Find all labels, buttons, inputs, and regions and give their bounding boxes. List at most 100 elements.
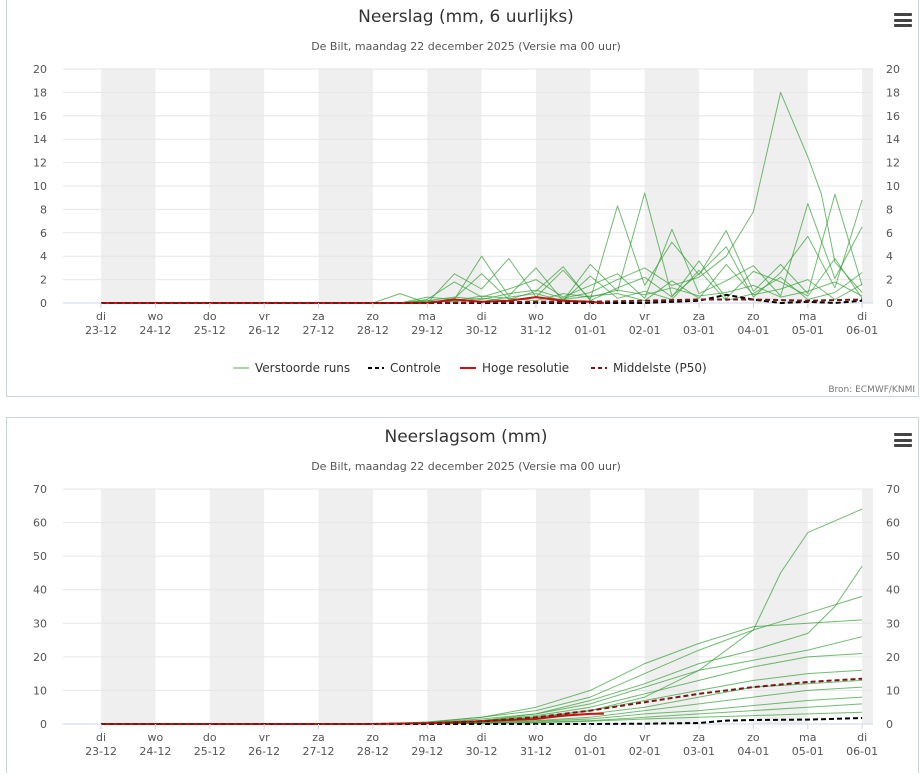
legend-item-ensemble[interactable]: Verstoorde runs	[233, 361, 350, 375]
y-tick-label-right: 20	[886, 63, 900, 76]
x-tick-day: za	[693, 310, 706, 323]
y-tick-label-right: 50	[886, 550, 900, 563]
y-tick-label-left: 60	[33, 517, 47, 530]
x-tick-date: 30-12	[466, 745, 498, 758]
series-line-median[interactable]	[101, 677, 863, 725]
x-tick-day: zo	[747, 310, 760, 323]
x-tick-day: di	[96, 731, 106, 744]
y-tick-label-left: 18	[33, 86, 47, 99]
x-tick-date: 01-01	[574, 745, 606, 758]
legend-item-highres[interactable]: Hoge resolutie	[460, 361, 569, 375]
x-tick-day: za	[312, 310, 325, 323]
y-tick-label-left: 0	[40, 718, 47, 731]
x-tick-date: 25-12	[194, 324, 226, 337]
x-tick-date: 23-12	[85, 745, 117, 758]
y-tick-label-right: 0	[886, 297, 893, 310]
chart-menu-button[interactable]	[894, 433, 912, 447]
series-line-control[interactable]	[101, 717, 863, 725]
y-tick-label-right: 16	[886, 110, 900, 123]
day-band	[535, 489, 591, 724]
y-tick-label-left: 50	[33, 550, 47, 563]
x-tick-date: 24-12	[139, 745, 171, 758]
x-tick-date: 29-12	[411, 324, 443, 337]
x-tick-date: 24-12	[139, 324, 171, 337]
y-tick-label-right: 4	[886, 250, 893, 263]
x-tick-date: 03-01	[683, 324, 715, 337]
day-band	[862, 489, 873, 724]
x-tick-date: 31-12	[520, 324, 552, 337]
x-tick-day: zo	[367, 731, 380, 744]
y-tick-label-left: 70	[33, 483, 47, 496]
y-tick-label-right: 10	[886, 180, 900, 193]
x-tick-date: 05-01	[792, 745, 824, 758]
y-tick-label-right: 70	[886, 483, 900, 496]
y-tick-label-right: 30	[886, 617, 900, 630]
x-tick-date: 23-12	[85, 324, 117, 337]
x-tick-day: zo	[747, 731, 760, 744]
x-tick-date: 02-01	[629, 745, 661, 758]
x-tick-day: vr	[639, 310, 651, 323]
x-tick-day: zo	[367, 310, 380, 323]
x-tick-day: di	[477, 310, 487, 323]
x-tick-date: 27-12	[303, 745, 335, 758]
precipitation-chart-panel: Neerslag (mm, 6 uurlijks) De Bilt, maand…	[6, 0, 919, 397]
legend-label: Controle	[390, 361, 441, 375]
legend-item-median[interactable]: Middelste (P50)	[591, 361, 707, 375]
y-tick-label-left: 20	[33, 63, 47, 76]
x-tick-day: wo	[148, 731, 164, 744]
x-tick-day: wo	[528, 731, 544, 744]
x-tick-date: 05-01	[792, 324, 824, 337]
x-tick-day: do	[203, 731, 217, 744]
y-tick-label-left: 16	[33, 110, 47, 123]
legend-label: Verstoorde runs	[255, 361, 350, 375]
day-band	[644, 489, 700, 724]
legend-label: Middelste (P50)	[613, 361, 707, 375]
series-line-median[interactable]	[101, 298, 863, 304]
precipitation-chart: Neerslag (mm, 6 uurlijks) De Bilt, maand…	[33, 7, 915, 395]
x-tick-date: 03-01	[683, 745, 715, 758]
legend-label: Hoge resolutie	[482, 361, 569, 375]
hamburger-icon	[894, 13, 912, 16]
y-tick-label-right: 14	[886, 133, 900, 146]
x-tick-day: di	[857, 731, 867, 744]
y-tick-label-left: 40	[33, 584, 47, 597]
legend-item-control[interactable]: Controle	[368, 361, 441, 375]
chart-menu-button[interactable]	[894, 13, 912, 27]
y-tick-label-left: 12	[33, 157, 47, 170]
x-tick-date: 06-01	[846, 745, 878, 758]
y-tick-label-right: 2	[886, 274, 893, 287]
x-tick-day: do	[583, 731, 597, 744]
credits[interactable]: Bron: ECMWF/KNMI	[828, 385, 915, 395]
day-band	[753, 489, 808, 724]
x-tick-day: za	[693, 731, 706, 744]
y-tick-label-left: 10	[33, 180, 47, 193]
day-band	[101, 489, 156, 724]
x-tick-day: di	[477, 731, 487, 744]
series-line-highres[interactable]	[101, 296, 604, 304]
x-tick-day: do	[583, 310, 597, 323]
chart-title: Neerslag (mm, 6 uurlijks)	[358, 7, 574, 27]
x-tick-date: 02-01	[629, 324, 661, 337]
y-tick-label-left: 14	[33, 133, 47, 146]
x-tick-date: 04-01	[737, 745, 769, 758]
y-tick-label-left: 20	[33, 651, 47, 664]
x-tick-day: di	[857, 310, 867, 323]
x-tick-day: wo	[148, 310, 164, 323]
y-tick-label-right: 0	[886, 718, 893, 731]
accumulated-precipitation-chart: Neerslagsom (mm) De Bilt, maandag 22 dec…	[33, 427, 900, 758]
x-tick-day: do	[203, 310, 217, 323]
x-tick-date: 26-12	[248, 745, 280, 758]
y-tick-label-left: 8	[40, 203, 47, 216]
day-band	[318, 489, 373, 724]
y-tick-label-right: 60	[886, 517, 900, 530]
y-tick-label-right: 40	[886, 584, 900, 597]
x-tick-date: 31-12	[520, 745, 552, 758]
x-tick-date: 28-12	[357, 745, 389, 758]
x-tick-day: za	[312, 731, 325, 744]
x-tick-date: 29-12	[411, 745, 443, 758]
y-tick-label-right: 18	[886, 86, 900, 99]
day-band	[427, 489, 482, 724]
x-tick-day: di	[96, 310, 106, 323]
x-tick-date: 27-12	[303, 324, 335, 337]
x-tick-date: 30-12	[466, 324, 498, 337]
